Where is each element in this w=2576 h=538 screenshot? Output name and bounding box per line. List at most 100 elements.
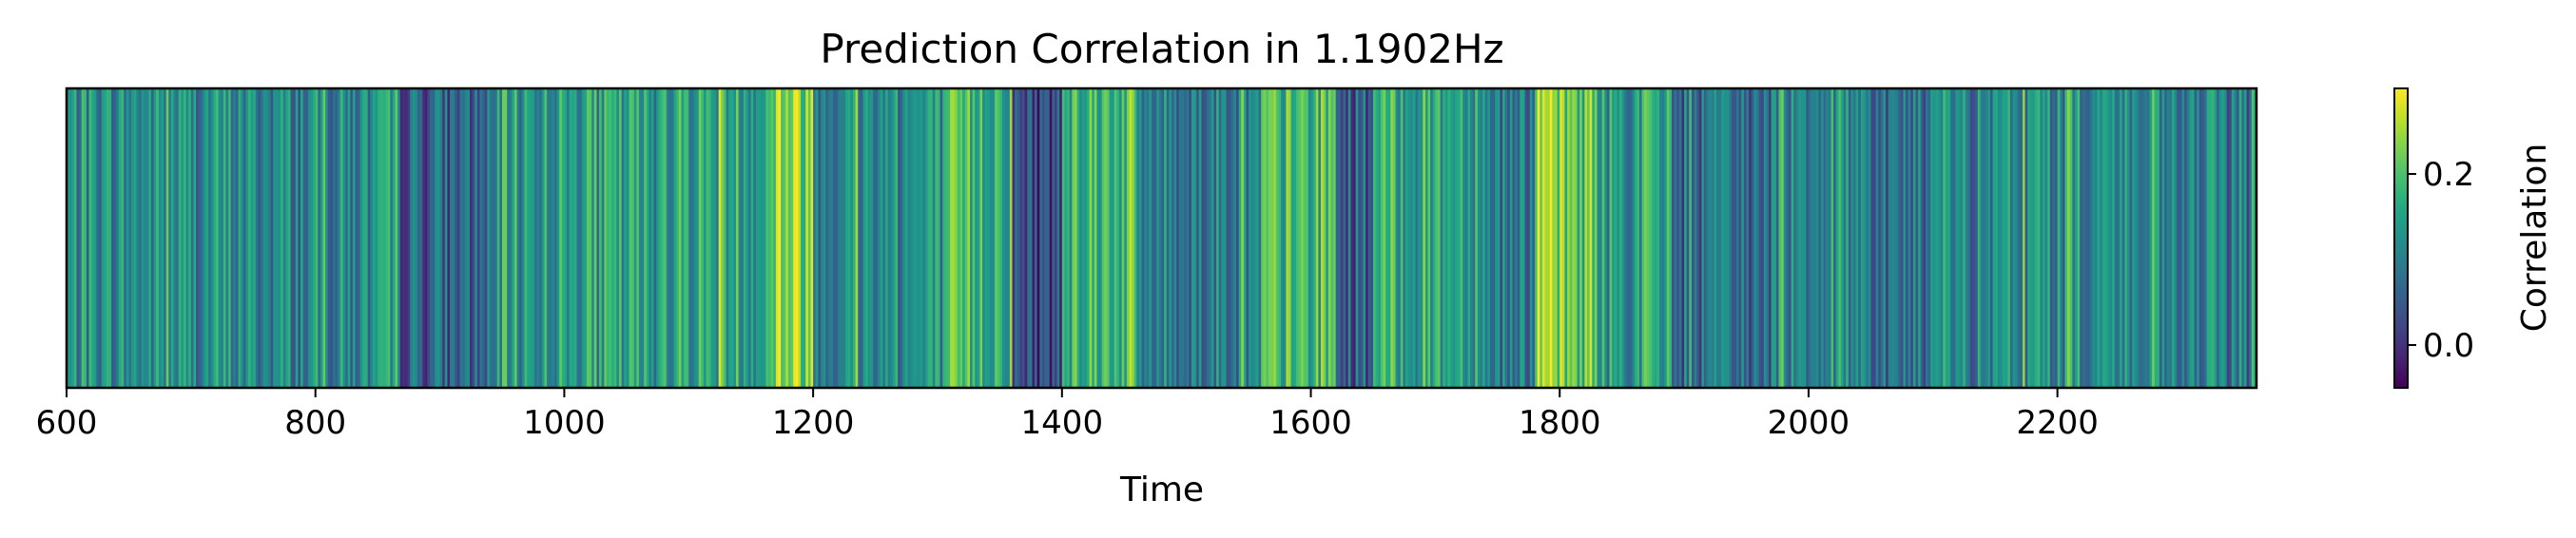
heatmap-cell: [1365, 88, 1369, 388]
heatmap-cell: [1952, 88, 1956, 388]
heatmap-cell: [372, 88, 377, 388]
heatmap-cell: [1129, 88, 1133, 388]
heatmap-cell: [1738, 88, 1742, 388]
heatmap-cell: [2082, 88, 2086, 388]
heatmap-cell: [1626, 88, 1631, 388]
heatmap-cell: [955, 88, 959, 388]
heatmap-cell: [2198, 88, 2203, 388]
heatmap-cell: [1840, 88, 1845, 388]
heatmap-cell: [1230, 88, 1234, 388]
heatmap-cell: [1989, 88, 1994, 388]
heatmap-cell: [658, 88, 663, 388]
heatmap-cell: [2072, 88, 2076, 388]
heatmap-cell: [1943, 88, 1947, 388]
heatmap-cell: [419, 88, 423, 388]
heatmap-cell: [710, 88, 715, 388]
chart-title: Prediction Correlation in 1.1902Hz: [820, 26, 1503, 72]
heatmap-cell: [937, 88, 941, 388]
heatmap-cell: [2049, 88, 2054, 388]
heatmap-cell: [238, 88, 242, 388]
heatmap-cell: [646, 88, 649, 388]
heatmap-cell: [1826, 88, 1830, 388]
heatmap-cell: [1581, 88, 1585, 388]
heatmap-cell: [1326, 88, 1329, 388]
heatmap-cell: [815, 88, 819, 388]
heatmap-cell: [1412, 88, 1417, 388]
heatmap-cell: [1310, 88, 1314, 388]
heatmap-cell: [843, 88, 846, 388]
heatmap-cell: [1184, 88, 1188, 388]
heatmap-cell: [1044, 88, 1048, 388]
heatmap-cell: [1880, 88, 1885, 388]
heatmap-cell: [576, 88, 580, 388]
colorbar-frame: [2393, 87, 2409, 389]
heatmap-cell: [1743, 88, 1748, 388]
heatmap-cell: [1106, 88, 1111, 388]
heatmap-cell: [198, 88, 202, 388]
heatmap-cell: [1920, 88, 1924, 388]
heatmap-cell: [1015, 88, 1018, 388]
heatmap-cell: [1694, 88, 1697, 388]
heatmap-cell: [763, 88, 766, 388]
heatmap-cell: [676, 88, 680, 388]
heatmap-cell: [1437, 88, 1442, 388]
heatmap-cell: [1403, 88, 1406, 388]
heatmap-cell: [512, 88, 515, 388]
heatmap-cell: [261, 88, 264, 388]
heatmap-cell: [1116, 88, 1120, 388]
heatmap-cell: [1198, 88, 1202, 388]
heatmap-cell: [275, 88, 280, 388]
heatmap-cell: [298, 88, 301, 388]
heatmap-cell: [805, 88, 809, 388]
heatmap-cell: [616, 88, 620, 388]
heatmap-cell: [482, 88, 486, 388]
heatmap-cell: [1136, 88, 1140, 388]
heatmap-cell: [402, 88, 406, 388]
heatmap-cell: [902, 88, 906, 388]
heatmap-cell: [1153, 88, 1157, 388]
heatmap-cell: [1572, 88, 1576, 388]
heatmap-cell: [952, 88, 956, 388]
heatmap-cell: [442, 88, 446, 388]
heatmap-cell: [1977, 88, 1982, 388]
heatmap-cell: [384, 88, 389, 388]
heatmap-cell: [352, 88, 357, 388]
heatmap-cell: [748, 88, 752, 388]
heatmap-cell: [957, 88, 961, 388]
heatmap-cell: [235, 88, 240, 388]
heatmap-cell: [410, 88, 414, 388]
heatmap-cell: [1898, 88, 1902, 388]
heatmap-cell: [379, 88, 383, 388]
heatmap-cell: [1714, 88, 1717, 388]
heatmap-cell: [116, 88, 120, 388]
heatmap-cell: [716, 88, 720, 388]
heatmap-cell: [992, 88, 996, 388]
heatmap-cell: [333, 88, 337, 388]
heatmap-cell: [201, 88, 204, 388]
heatmap-cell: [1512, 88, 1516, 388]
heatmap-cell: [1081, 88, 1085, 388]
heatmap-cell: [467, 88, 471, 388]
heatmap-cell: [529, 88, 533, 388]
heatmap-cell: [1420, 88, 1424, 388]
heatmap-cell: [258, 88, 261, 388]
x-axis: 600 800 1000 1200 1400 1600 1800 2000 2200: [36, 388, 2099, 442]
heatmap-cell: [378, 88, 381, 388]
heatmap-cell: [1927, 88, 1931, 388]
heatmap-cell: [2005, 88, 2008, 388]
heatmap-cell: [713, 88, 717, 388]
heatmap-cell: [1293, 88, 1297, 388]
heatmap-cell: [935, 88, 939, 388]
heatmap-cells: [67, 88, 2257, 388]
heatmap-cell: [882, 88, 886, 388]
heatmap-cell: [1450, 88, 1454, 388]
heatmap-cell: [887, 88, 891, 388]
heatmap-cell: [387, 88, 391, 388]
heatmap-cell: [347, 88, 351, 388]
heatmap-cell: [1689, 88, 1693, 388]
heatmap-cell: [2029, 88, 2034, 388]
heatmap-cell: [1096, 88, 1100, 388]
heatmap-cell: [1158, 88, 1163, 388]
heatmap-cell: [1606, 88, 1611, 388]
